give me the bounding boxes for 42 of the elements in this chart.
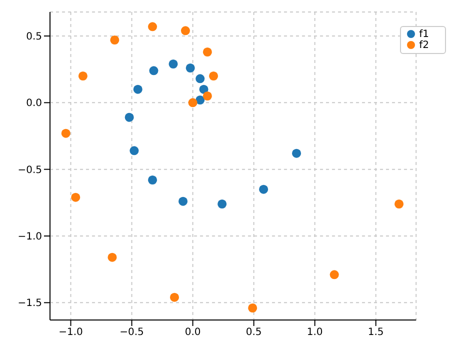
point [394, 199, 404, 209]
point [78, 71, 88, 81]
point [148, 175, 158, 185]
point [148, 22, 158, 32]
point [202, 91, 212, 101]
point [180, 26, 190, 36]
point [199, 84, 208, 94]
point [108, 252, 117, 262]
x-tick-label: 0.5 [246, 327, 262, 338]
x-tick-label: −1.0 [58, 327, 83, 338]
x-tick-label: 1.5 [368, 327, 384, 338]
legend-label: f2 [419, 40, 429, 51]
point [124, 112, 134, 122]
x-tick-label: −0.5 [120, 327, 144, 338]
y-tick-label: −0.5 [18, 164, 42, 176]
y-tick-label: 0.5 [26, 32, 42, 43]
y-tick-label: −1.0 [18, 232, 42, 243]
point [248, 303, 258, 313]
point [196, 95, 205, 105]
point [209, 71, 218, 81]
x-tick-label: 1.0 [306, 327, 323, 338]
point [61, 128, 70, 138]
point [170, 292, 179, 302]
x-tick-label: 0.0 [184, 327, 201, 338]
point [292, 148, 302, 158]
legend-label: f1 [419, 29, 429, 40]
point [178, 196, 188, 206]
point [186, 63, 195, 73]
point [196, 74, 205, 84]
point [110, 35, 120, 45]
point [202, 47, 212, 57]
point [149, 66, 158, 76]
point [188, 98, 198, 108]
point [71, 192, 80, 202]
point [133, 84, 142, 94]
point [168, 59, 178, 69]
point [130, 146, 139, 156]
point [259, 184, 268, 194]
point [330, 270, 339, 280]
point [218, 199, 227, 209]
y-tick-label: −1.5 [18, 298, 42, 310]
y-tick-label: 0.0 [26, 98, 42, 110]
